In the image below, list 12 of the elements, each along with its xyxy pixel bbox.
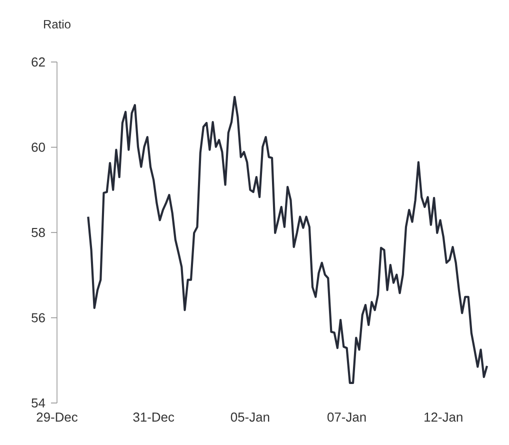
y-tick-label: 54	[32, 398, 46, 408]
x-tick-label: 05-Jan	[230, 412, 270, 422]
x-tick-label: 31-Dec	[133, 412, 174, 422]
y-tick-label: 60	[32, 142, 45, 152]
x-tick-label: 07-Jan	[327, 412, 366, 422]
x-tick-label: 12-Jan	[424, 412, 462, 422]
line-series	[87, 96, 488, 384]
y-tick-label: 56	[32, 313, 45, 322]
y-tick-label: 62	[32, 57, 45, 67]
y-axis-title: Ratio	[44, 20, 70, 28]
y-tick-label: 58	[32, 228, 45, 238]
x-tick-label: 29-Dec	[36, 412, 78, 422]
